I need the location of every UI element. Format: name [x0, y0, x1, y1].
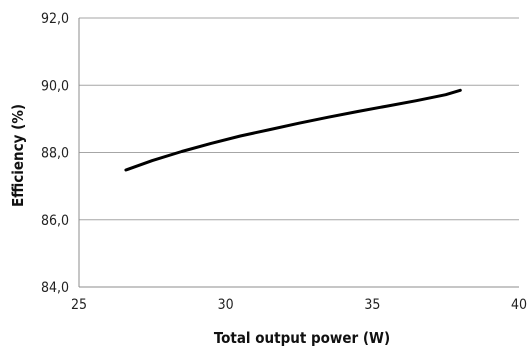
- y-tick-label: 84,0: [41, 280, 69, 296]
- x-tick-label: 40: [511, 297, 527, 313]
- series-group: [124, 88, 462, 172]
- x-tick-label: 35: [364, 297, 380, 313]
- y-tick-labels: 84,0 86,0 88,0 90,0 92,0: [41, 11, 69, 296]
- y-tick-label: 86,0: [41, 213, 69, 229]
- x-axis-title: Total output power (W): [214, 329, 390, 347]
- x-tick-labels: 25 30 35 40: [71, 297, 527, 313]
- x-tick-label: 25: [71, 297, 87, 313]
- x-tick-label: 30: [218, 297, 234, 313]
- y-axis-title: Efficiency (%): [9, 104, 27, 207]
- y-tick-label: 88,0: [41, 146, 69, 162]
- y-tick-label: 90,0: [41, 78, 69, 94]
- grid-lines: [79, 17, 519, 221]
- y-tick-label: 92,0: [41, 11, 69, 27]
- series-line: [124, 88, 462, 172]
